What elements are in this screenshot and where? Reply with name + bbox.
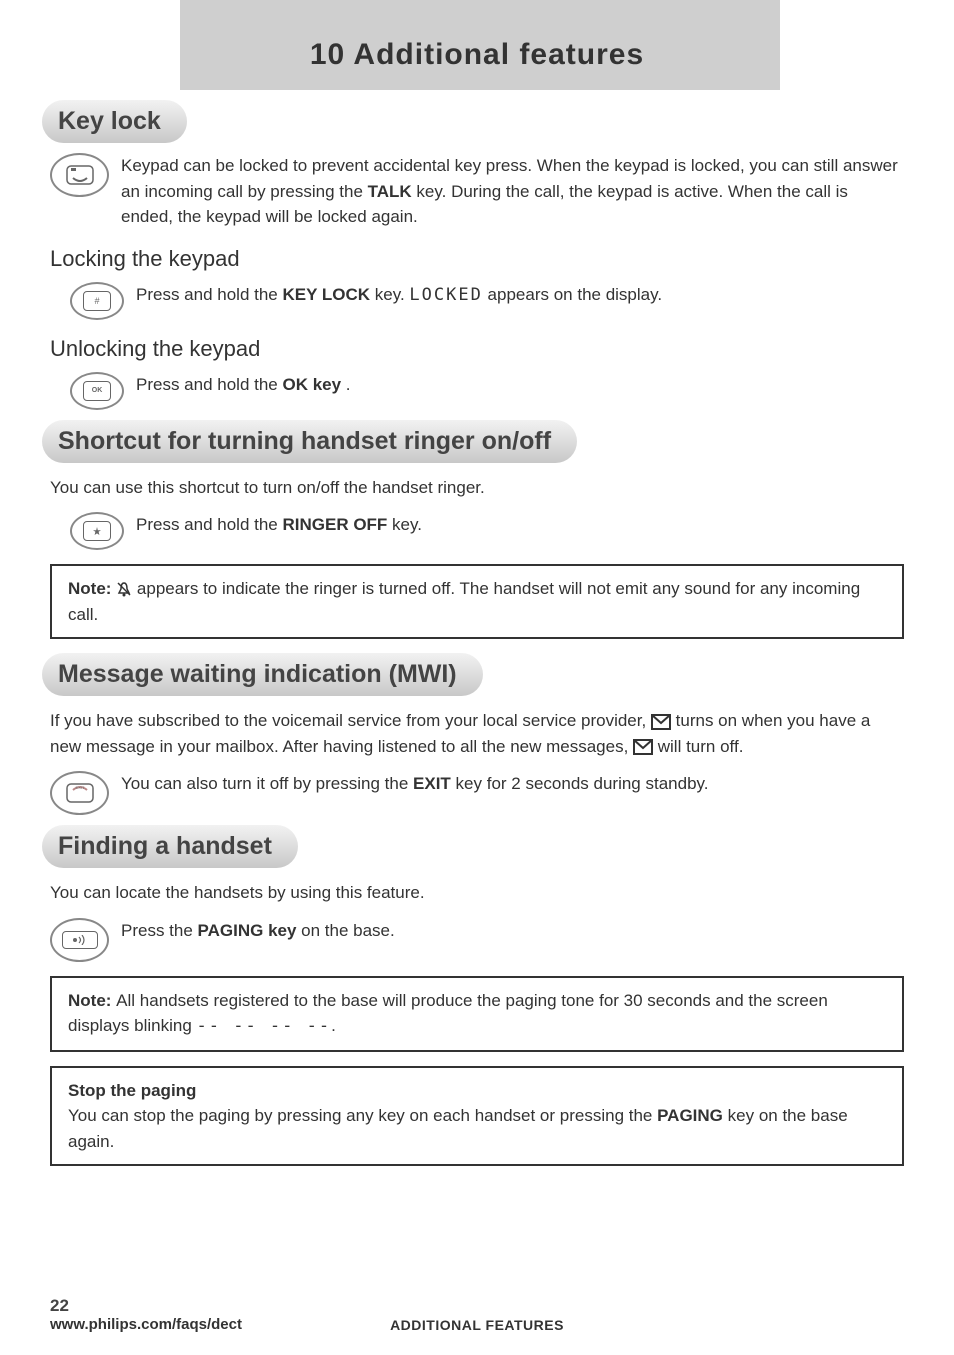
t: All handsets registered to the base will… <box>68 991 828 1036</box>
t: You can also turn it off by pressing the <box>121 774 413 793</box>
pill-shortcut: Shortcut for turning handset ringer on/o… <box>42 420 577 463</box>
heading-shortcut: Shortcut for turning handset ringer on/o… <box>58 427 551 456</box>
t: key. <box>370 285 409 304</box>
text: Keypad can be locked to prevent accident… <box>121 156 898 226</box>
t: appears on the display. <box>483 285 662 304</box>
mwi-p1: If you have subscribed to the voicemail … <box>50 708 904 759</box>
display-seg: LOCKED <box>409 285 482 305</box>
ok-key-icon: OK <box>70 372 124 410</box>
t: Press and hold the <box>136 375 282 394</box>
ringer-off-icon <box>116 581 132 599</box>
keylock-key-icon: # <box>70 282 124 320</box>
t: . <box>331 1016 336 1035</box>
note-stop-paging: Stop the paging You can stop the paging … <box>50 1066 904 1167</box>
t: key for 2 seconds during standby. <box>451 774 709 793</box>
section-shortcut: Shortcut for turning handset ringer on/o… <box>42 420 904 463</box>
pill-mwi: Message waiting indication (MWI) <box>42 653 483 696</box>
mwi-p2: You can also turn it off by pressing the… <box>121 771 709 797</box>
t: KEY LOCK <box>282 285 370 304</box>
t: Press the <box>121 921 198 940</box>
note-paging-tone: Note: All handsets registered to the bas… <box>50 976 904 1052</box>
t: on the base. <box>296 921 394 940</box>
t: OK key <box>282 375 341 394</box>
heading-keylock: Key lock <box>58 107 161 136</box>
footer-url: www.philips.com/faqs/dect <box>50 1316 242 1333</box>
display-seg: -- -- -- -- <box>197 1016 332 1036</box>
heading-mwi: Message waiting indication (MWI) <box>58 660 457 689</box>
t: RINGER OFF <box>282 515 387 534</box>
ringer-off-key-icon <box>70 512 124 550</box>
subhead-locking: Locking the keypad <box>50 246 904 272</box>
note-label: Note: <box>68 991 116 1010</box>
note-title: Stop the paging <box>68 1081 196 1100</box>
exit-key-icon: EXIT <box>50 771 109 815</box>
chapter-title: 10 Additional features <box>50 38 904 72</box>
pill-find: Finding a handset <box>42 825 298 868</box>
find-intro: You can locate the handsets by using thi… <box>50 880 904 906</box>
shortcut-press: Press and hold the RINGER OFF key. <box>136 512 422 538</box>
talk-key-icon <box>50 153 109 197</box>
subhead-unlocking: Unlocking the keypad <box>50 336 904 362</box>
page-number: 22 <box>50 1296 242 1316</box>
pill-keylock: Key lock <box>42 100 187 143</box>
find-press: Press the PAGING key on the base. <box>121 918 395 944</box>
shortcut-intro: You can use this shortcut to turn on/off… <box>50 475 904 501</box>
envelope-icon <box>633 739 653 755</box>
t: EXIT <box>413 774 451 793</box>
note-label: Note: <box>68 579 116 598</box>
envelope-icon <box>651 714 671 730</box>
t: key. <box>387 515 422 534</box>
t: . <box>341 375 350 394</box>
note-ringer: Note: appears to indicate the ringer is … <box>50 564 904 639</box>
heading-find: Finding a handset <box>58 832 272 861</box>
note-text: appears to indicate the ringer is turned… <box>68 579 860 624</box>
t: will turn off. <box>653 737 743 756</box>
paging-key-icon <box>50 918 109 962</box>
section-mwi: Message waiting indication (MWI) <box>42 653 904 696</box>
t: Press and hold the <box>136 515 282 534</box>
t: Press and hold the <box>136 285 282 304</box>
locking-text: Press and hold the KEY LOCK key. LOCKED … <box>136 282 662 309</box>
section-keylock: Key lock <box>42 100 904 143</box>
svg-text:EXIT: EXIT <box>75 785 84 790</box>
section-find: Finding a handset <box>42 825 904 868</box>
t: PAGING key <box>198 921 297 940</box>
t: If you have subscribed to the voicemail … <box>50 711 651 730</box>
t: PAGING <box>657 1106 723 1125</box>
footer: ADDITIONAL FEATURES 22 www.philips.com/f… <box>50 1317 904 1333</box>
unlocking-text: Press and hold the OK key . <box>136 372 351 398</box>
t: You can stop the paging by pressing any … <box>68 1106 657 1125</box>
keylock-intro: Keypad can be locked to prevent accident… <box>121 153 904 230</box>
